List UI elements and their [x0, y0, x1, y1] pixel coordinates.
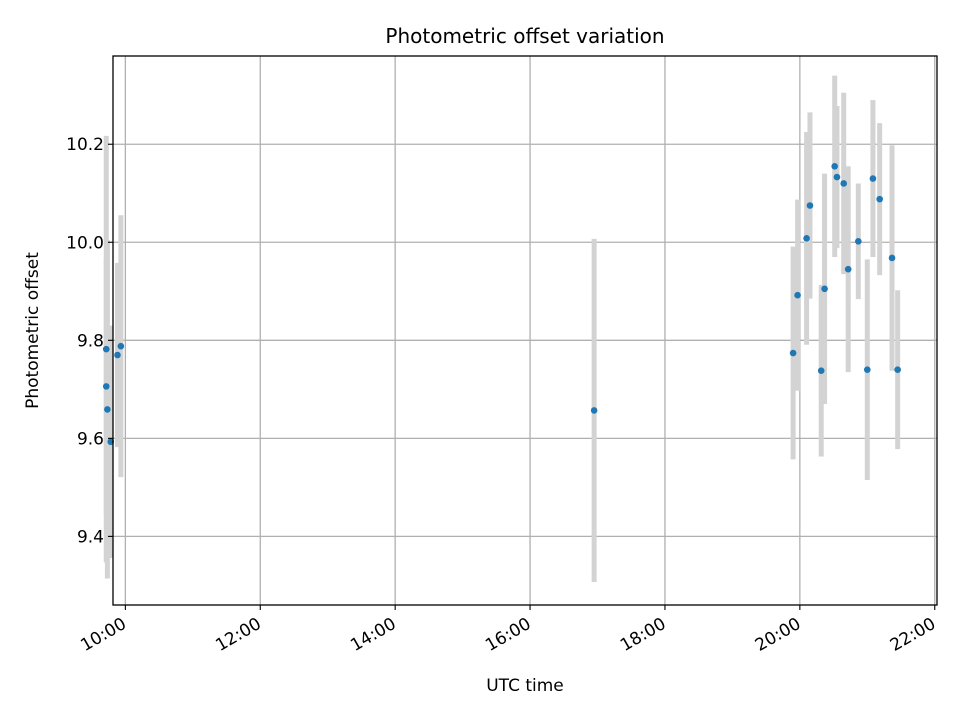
data-point [821, 285, 828, 293]
grid-layer [113, 56, 937, 605]
data-point [876, 195, 883, 203]
data-point [102, 345, 110, 353]
data-point [833, 173, 841, 181]
data-point [803, 235, 810, 242]
data-point [831, 162, 839, 170]
point-layer [102, 162, 901, 446]
data-point [794, 291, 801, 299]
data-point [102, 383, 110, 390]
data-point [894, 366, 901, 374]
y-tick-label: 9.6 [77, 429, 104, 449]
x-tick-label: 18:00 [617, 614, 669, 656]
chart-title: Photometric offset variation [385, 24, 664, 48]
y-tick-label: 9.4 [77, 527, 104, 547]
x-axis-title: UTC time [486, 676, 564, 696]
data-point [114, 351, 121, 359]
data-point [864, 366, 871, 374]
x-tick-label: 14:00 [347, 614, 399, 656]
data-point [104, 406, 111, 413]
x-tick-label: 16:00 [482, 614, 534, 656]
data-point [806, 202, 814, 209]
data-point [888, 254, 896, 262]
y-tick-label: 10.0 [66, 233, 104, 253]
plot-frame [112, 55, 938, 606]
x-tick-label: 10:00 [77, 614, 129, 656]
data-point [817, 367, 825, 374]
x-tick-label: 20:00 [752, 614, 804, 656]
x-tick-label: 22:00 [887, 614, 939, 656]
y-tick-label: 9.8 [77, 331, 104, 351]
data-point [590, 407, 598, 414]
x-tick-label: 12:00 [212, 614, 264, 656]
y-tick-label: 10.2 [66, 135, 104, 155]
data-point [840, 180, 847, 187]
y-axis-title: Photometric offset [23, 252, 43, 409]
data-point [789, 349, 797, 357]
data-point [117, 342, 125, 350]
data-point [855, 237, 862, 245]
errorbar-layer [103, 75, 901, 582]
data-point [844, 265, 852, 273]
data-point [869, 175, 877, 182]
